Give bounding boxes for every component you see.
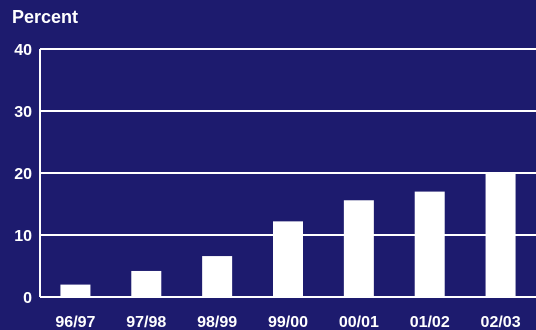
bar <box>131 270 162 297</box>
bar <box>414 191 445 297</box>
y-tick-label: 0 <box>23 290 32 307</box>
y-tick-labels: 0 10 20 30 40 <box>14 42 32 307</box>
x-tick-label: 02/03 <box>481 314 521 330</box>
bar <box>343 200 374 297</box>
x-tick-labels: 96/97 97/98 98/99 99/00 00/01 01/02 02/03 <box>55 314 520 330</box>
gridlines <box>40 48 536 236</box>
bar <box>485 173 516 297</box>
y-axis-label: Percent <box>12 7 78 27</box>
x-tick-label: 01/02 <box>410 314 450 330</box>
bar <box>273 221 303 297</box>
x-tick-label: 98/99 <box>197 314 237 330</box>
y-tick-label: 10 <box>14 228 32 245</box>
y-tick-label: 20 <box>14 166 32 183</box>
x-tick-label: 99/00 <box>268 314 308 330</box>
bar <box>202 256 233 297</box>
y-tick-label: 40 <box>14 42 32 59</box>
x-tick-label: 96/97 <box>55 314 95 330</box>
x-tick-label: 97/98 <box>126 314 166 330</box>
y-tick-label: 30 <box>14 104 32 121</box>
bars <box>60 173 516 297</box>
bar <box>60 284 91 297</box>
x-tick-label: 00/01 <box>339 314 379 330</box>
